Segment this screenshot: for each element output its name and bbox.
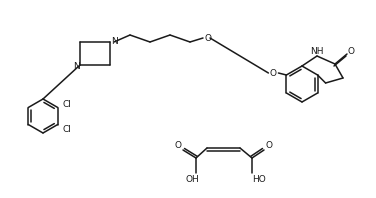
Text: O: O — [270, 69, 277, 77]
Text: O: O — [174, 142, 182, 150]
Text: OH: OH — [185, 174, 199, 184]
Text: N: N — [111, 36, 117, 46]
Text: NH: NH — [310, 47, 324, 55]
Text: HO: HO — [252, 174, 266, 184]
Text: O: O — [347, 47, 355, 55]
Text: N: N — [73, 62, 79, 70]
Text: Cl: Cl — [62, 100, 71, 109]
Text: O: O — [205, 33, 211, 43]
Text: Cl: Cl — [62, 125, 71, 134]
Text: O: O — [265, 142, 273, 150]
